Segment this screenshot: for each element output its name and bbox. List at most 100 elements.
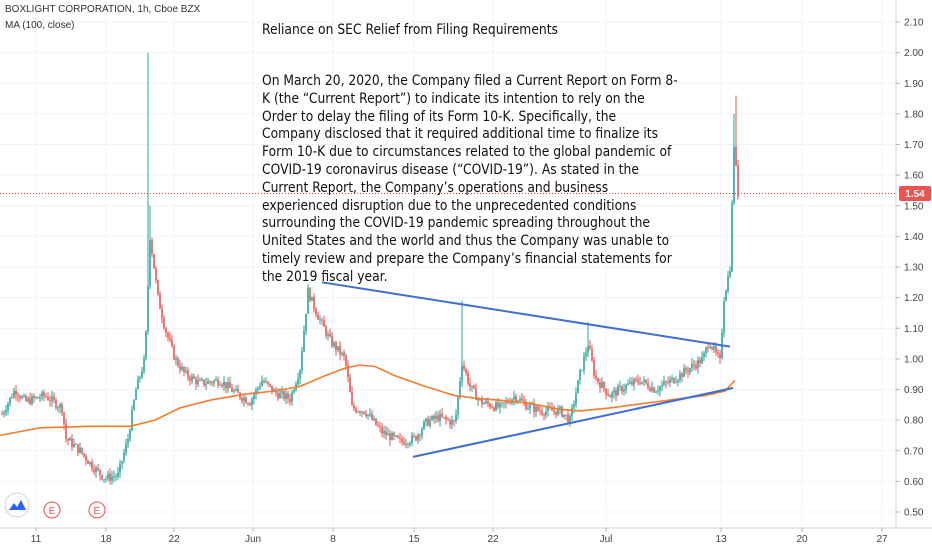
candle	[51, 390, 53, 407]
candle	[259, 382, 261, 391]
candle	[399, 432, 401, 444]
candle	[613, 386, 615, 399]
price-axis[interactable]: 2.10 2.00 1.90 1.80 1.70 1.60 1.50 1.40 1.30 1.20…	[896, 18, 924, 519]
candle	[363, 411, 365, 415]
candle	[653, 386, 655, 394]
candle	[365, 410, 367, 418]
candle	[661, 380, 663, 391]
time-axis[interactable]: 11 18 22 Jun 8 15 22 Jul 13 20 27	[31, 528, 888, 545]
candle	[23, 393, 25, 398]
candle	[59, 402, 61, 414]
candle	[401, 435, 403, 446]
candle	[307, 284, 309, 315]
earnings-marker[interactable]: E	[43, 501, 61, 519]
earnings-label: E	[94, 506, 101, 517]
candle	[71, 434, 73, 452]
candle	[445, 414, 447, 425]
candle	[121, 460, 123, 470]
candle	[351, 386, 353, 406]
candle	[213, 379, 215, 387]
candle	[215, 376, 217, 382]
candle	[377, 420, 379, 428]
candle	[75, 442, 77, 446]
candle	[515, 393, 517, 405]
candle	[495, 399, 497, 412]
candle	[347, 360, 349, 383]
candle	[113, 470, 115, 483]
candle	[383, 425, 385, 439]
candle	[327, 330, 329, 341]
candle	[481, 395, 483, 408]
candle	[731, 199, 733, 273]
candle	[1, 410, 3, 415]
y-tick-label: 0.90	[904, 385, 924, 396]
candle	[467, 370, 469, 386]
candle	[7, 401, 9, 416]
candle	[151, 237, 153, 258]
candle	[157, 279, 159, 297]
candle	[103, 479, 105, 484]
candle	[201, 377, 203, 382]
annotation-line: United States and the world and thus the…	[262, 233, 670, 250]
candle	[551, 402, 553, 411]
candle	[101, 474, 103, 481]
candle	[57, 405, 59, 413]
candle	[223, 376, 225, 392]
candle	[281, 386, 283, 399]
candle	[391, 431, 393, 441]
candle	[457, 395, 459, 420]
candle	[231, 384, 233, 393]
candle	[17, 392, 19, 403]
candle	[159, 291, 161, 310]
earnings-marker[interactable]: E	[88, 501, 106, 519]
candle	[691, 358, 693, 372]
candle	[655, 389, 657, 393]
candle	[695, 360, 697, 371]
candle	[505, 396, 507, 409]
candle	[583, 351, 585, 375]
candle	[315, 307, 317, 318]
y-tick-label: 1.90	[904, 79, 924, 90]
candle	[407, 442, 409, 449]
svg-text:1.54: 1.54	[905, 189, 925, 200]
candle	[203, 379, 205, 388]
candle	[585, 347, 587, 361]
candle	[553, 405, 555, 416]
candle	[149, 205, 151, 290]
symbol-title[interactable]: BOXLIGHT CORPORATION, 1h, Cboe BZX	[5, 4, 201, 15]
candle	[239, 391, 241, 400]
x-tick-label: 22	[487, 534, 499, 545]
indicator-label[interactable]: MA (100, close)	[5, 20, 75, 31]
y-tick-label: 1.50	[904, 201, 924, 212]
candle	[79, 442, 81, 454]
candle	[221, 383, 223, 389]
candle	[153, 253, 155, 269]
candle	[469, 377, 471, 392]
candle	[47, 392, 49, 402]
candle	[341, 351, 343, 357]
trendline[interactable]	[412, 386, 734, 458]
candle	[225, 381, 227, 394]
tradingview-logo[interactable]	[4, 492, 30, 518]
candle	[175, 354, 177, 366]
candle	[537, 404, 539, 412]
candle	[311, 296, 313, 301]
candle	[49, 395, 51, 407]
trendline[interactable]	[321, 281, 731, 348]
candle	[155, 265, 157, 284]
candle	[287, 390, 289, 404]
candle	[119, 459, 121, 478]
candle	[441, 408, 443, 419]
y-tick-label: 1.60	[904, 171, 924, 182]
candle	[177, 356, 179, 368]
x-tick-label: 20	[796, 534, 808, 545]
candle	[631, 377, 633, 387]
candle	[379, 421, 381, 433]
candle	[35, 396, 37, 400]
candle	[207, 377, 209, 385]
candle	[335, 340, 337, 356]
y-tick-label: 1.00	[904, 354, 924, 365]
y-tick-label: 2.00	[904, 48, 924, 59]
